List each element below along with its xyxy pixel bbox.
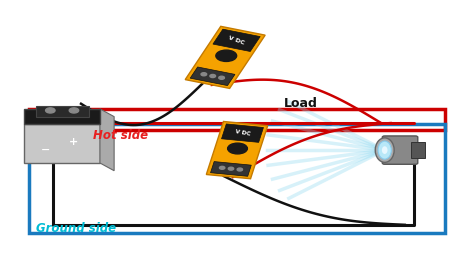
- Text: −: −: [41, 145, 50, 154]
- Circle shape: [210, 75, 216, 77]
- Polygon shape: [210, 162, 251, 176]
- Polygon shape: [100, 109, 114, 171]
- Text: V DC: V DC: [228, 35, 245, 46]
- Text: Ground side: Ground side: [36, 222, 116, 235]
- Circle shape: [219, 166, 225, 169]
- FancyBboxPatch shape: [36, 106, 89, 117]
- Polygon shape: [190, 67, 235, 85]
- Circle shape: [219, 76, 225, 79]
- Text: Hot side: Hot side: [93, 130, 148, 142]
- Polygon shape: [213, 29, 260, 52]
- Circle shape: [216, 50, 237, 61]
- Polygon shape: [185, 26, 265, 88]
- Ellipse shape: [378, 141, 392, 159]
- Circle shape: [69, 108, 79, 113]
- Bar: [29, 109, 445, 130]
- Polygon shape: [206, 121, 268, 179]
- Text: +: +: [69, 137, 79, 147]
- Circle shape: [228, 167, 234, 170]
- Circle shape: [201, 73, 207, 76]
- Bar: [29, 124, 445, 233]
- Polygon shape: [221, 124, 264, 142]
- Ellipse shape: [382, 146, 388, 154]
- FancyBboxPatch shape: [410, 142, 425, 158]
- Circle shape: [237, 168, 243, 171]
- Text: V DC: V DC: [235, 129, 251, 137]
- FancyBboxPatch shape: [24, 124, 100, 163]
- FancyBboxPatch shape: [24, 109, 100, 124]
- Text: Load: Load: [284, 97, 318, 110]
- Circle shape: [228, 143, 247, 154]
- FancyBboxPatch shape: [383, 136, 418, 164]
- Circle shape: [46, 108, 55, 113]
- Ellipse shape: [375, 138, 394, 162]
